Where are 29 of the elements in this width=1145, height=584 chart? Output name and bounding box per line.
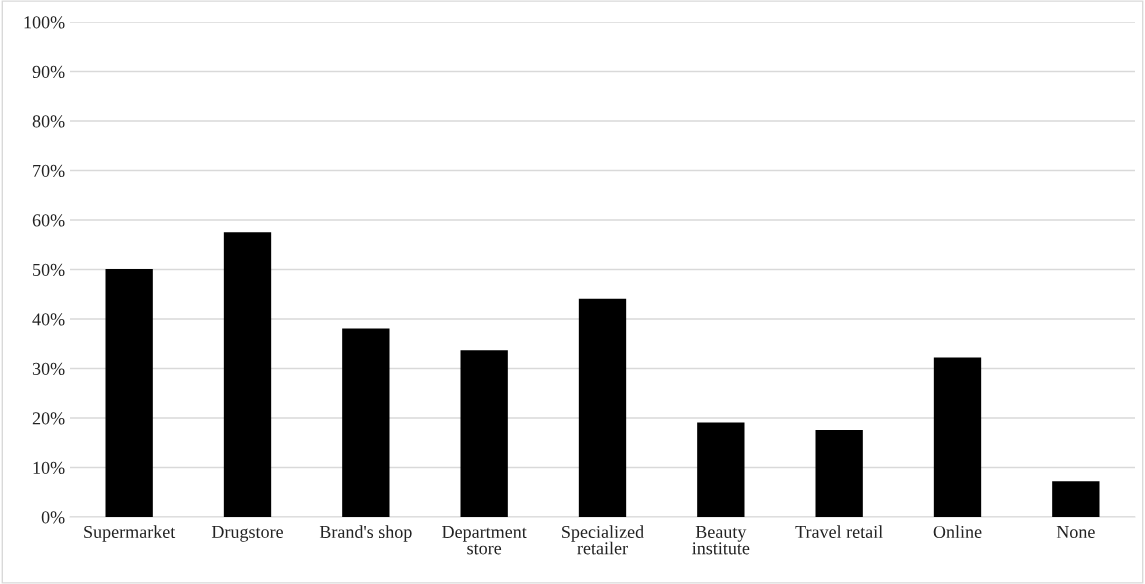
bar [933, 357, 982, 517]
y-tick-label: 20% [32, 412, 65, 425]
x-tick-label: Brand's shop [319, 525, 412, 542]
y-tick-label: 30% [32, 362, 65, 375]
x-tick-label: Travel retail [795, 525, 883, 539]
y-tick-label: 40% [32, 313, 65, 326]
y-tick-label: 80% [32, 115, 65, 128]
y-tick-label: 90% [32, 65, 65, 78]
y-tick-label: 60% [32, 214, 65, 227]
x-tick-label: Online [933, 525, 982, 539]
bar [105, 269, 153, 517]
y-tick-label: 100% [24, 16, 65, 29]
x-tick-label: None [1056, 526, 1095, 539]
y-tick-label: 70% [33, 164, 65, 177]
bar [460, 350, 508, 517]
y-tick-label: 10% [33, 461, 65, 474]
bar [1052, 481, 1100, 517]
y-tick-label: 50% [33, 263, 65, 276]
bar [578, 298, 627, 517]
x-tick-label: Drugstore [211, 525, 283, 542]
y-tick-label: 0% [41, 511, 65, 524]
bar [697, 422, 745, 517]
x-tick-label: Supermarket [84, 525, 176, 542]
x-tick-label: Department store [442, 526, 527, 555]
x-tick-label: Specialized retailer [562, 525, 644, 555]
x-tick-label: Beauty institute [692, 525, 750, 555]
bar [223, 232, 272, 517]
bar [815, 429, 863, 517]
bar [342, 328, 390, 517]
